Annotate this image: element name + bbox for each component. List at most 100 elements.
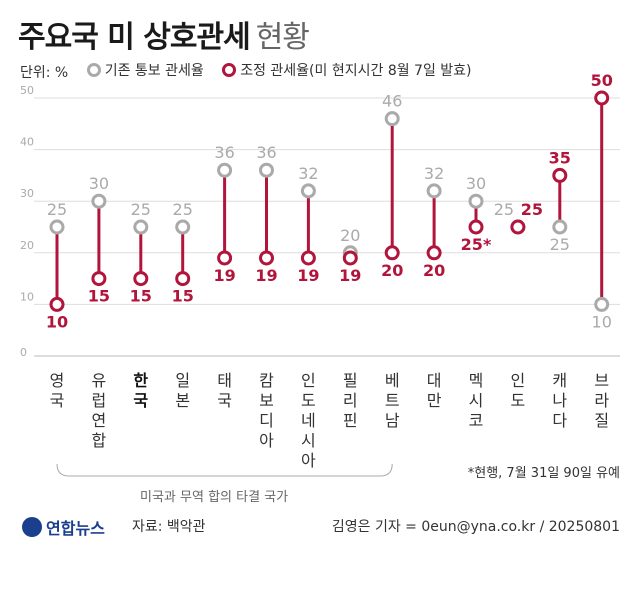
group-label: 미국과 무역 합의 타결 국가 bbox=[140, 490, 289, 505]
point-adjusted-6 bbox=[300, 250, 316, 266]
label-existing-3: 25 bbox=[173, 200, 193, 219]
legend-existing-label: 기존 통보 관세율 bbox=[104, 63, 204, 79]
point-existing-13 bbox=[594, 296, 610, 312]
label-adjusted-10: 25* bbox=[461, 235, 492, 254]
category-label-11-1: 도 bbox=[511, 391, 526, 410]
category-label-12-1: 나 bbox=[552, 391, 567, 410]
point-existing-9 bbox=[426, 183, 442, 199]
legend-existing: 기존 통보 관세율 bbox=[86, 60, 204, 80]
point-adjusted-4 bbox=[217, 250, 233, 266]
point-existing-3 bbox=[175, 219, 191, 235]
category-label-13-0: 브 bbox=[594, 371, 609, 390]
y-tick-label-0: 0 bbox=[20, 346, 27, 359]
category-label-7-0: 필 bbox=[343, 371, 358, 390]
point-existing-10 bbox=[468, 193, 484, 209]
label-existing-11: 25 bbox=[494, 200, 514, 219]
point-existing-2 bbox=[133, 219, 149, 235]
label-existing-8: 46 bbox=[382, 92, 402, 111]
category-label-2-0: 한 bbox=[133, 371, 148, 390]
point-existing-4 bbox=[217, 162, 233, 178]
point-adjusted-5 bbox=[259, 250, 274, 266]
category-label-9-0: 대 bbox=[427, 371, 442, 390]
label-existing-7: 20 bbox=[340, 226, 360, 245]
category-label-6-1: 도 bbox=[301, 391, 316, 410]
label-adjusted-6: 19 bbox=[297, 266, 319, 285]
label-existing-6: 32 bbox=[298, 164, 318, 183]
category-label-12-2: 다 bbox=[552, 411, 567, 430]
point-adjusted-12 bbox=[552, 167, 568, 183]
point-adjusted-1 bbox=[91, 271, 107, 287]
point-adjusted-11 bbox=[510, 219, 526, 235]
label-adjusted-7: 19 bbox=[339, 266, 361, 285]
y-tick-label-30: 30 bbox=[20, 187, 34, 200]
legend-existing-marker bbox=[86, 63, 101, 77]
y-tick-label-40: 40 bbox=[20, 136, 34, 149]
unit-label: 단위: % bbox=[20, 65, 69, 81]
legend-adjusted: 조정 관세율(미 현지시간 8월 7일 발효) bbox=[222, 60, 472, 80]
category-label-11-0: 인 bbox=[511, 371, 526, 390]
point-adjusted-10 bbox=[468, 219, 484, 235]
label-existing-2: 25 bbox=[131, 200, 151, 219]
y-tick-label-10: 10 bbox=[20, 290, 34, 303]
point-adjusted-2 bbox=[133, 271, 149, 287]
point-existing-12 bbox=[552, 219, 568, 235]
label-adjusted-1: 15 bbox=[88, 287, 110, 306]
category-label-6-0: 인 bbox=[301, 371, 316, 390]
category-label-9-1: 만 bbox=[427, 391, 442, 410]
label-adjusted-3: 15 bbox=[172, 287, 194, 306]
category-label-1-0: 유 bbox=[92, 371, 107, 390]
label-existing-10: 30 bbox=[466, 174, 486, 193]
label-adjusted-0: 10 bbox=[46, 312, 68, 331]
category-label-6-3: 시 bbox=[301, 431, 316, 450]
category-label-2-1: 국 bbox=[133, 391, 148, 410]
label-existing-1: 30 bbox=[89, 174, 109, 193]
logo: 연합뉴스 bbox=[22, 515, 105, 539]
point-adjusted-3 bbox=[175, 271, 191, 287]
group-bracket bbox=[56, 463, 393, 477]
category-label-1-3: 합 bbox=[92, 431, 107, 450]
point-adjusted-9 bbox=[426, 245, 442, 261]
category-label-0-0: 영 bbox=[50, 371, 65, 390]
legend-adjusted-marker bbox=[222, 63, 237, 77]
category-label-1-1: 럽 bbox=[92, 391, 107, 410]
category-label-10-1: 시 bbox=[469, 391, 484, 410]
category-label-10-0: 멕 bbox=[469, 371, 484, 390]
label-existing-12: 25 bbox=[550, 235, 570, 254]
point-existing-8 bbox=[384, 111, 400, 127]
legend: 단위: % 기존 통보 관세율 조정 관세율(미 현지시간 8월 7일 발효) bbox=[20, 60, 486, 82]
title-sub: 현황 bbox=[255, 20, 310, 55]
label-adjusted-11: 25 bbox=[521, 200, 543, 219]
point-adjusted-8 bbox=[384, 245, 400, 261]
point-existing-6 bbox=[300, 183, 316, 199]
category-label-8-1: 트 bbox=[385, 391, 400, 410]
category-label-7-1: 리 bbox=[343, 391, 358, 410]
category-label-3-0: 일 bbox=[175, 371, 190, 390]
source: 자료: 백악관 bbox=[132, 519, 206, 535]
point-adjusted-0 bbox=[49, 296, 65, 312]
category-label-0-1: 국 bbox=[50, 391, 65, 410]
label-adjusted-4: 19 bbox=[213, 266, 235, 285]
point-existing-1 bbox=[91, 193, 107, 209]
category-label-5-1: 보 bbox=[259, 391, 274, 410]
category-label-13-2: 질 bbox=[594, 411, 609, 430]
label-existing-5: 36 bbox=[256, 143, 276, 162]
category-label-6-4: 아 bbox=[301, 451, 316, 470]
legend-adjusted-label: 조정 관세율(미 현지시간 8월 7일 발효) bbox=[240, 63, 472, 79]
chart-title: 주요국 미 상호관세 현황 bbox=[18, 12, 310, 56]
point-adjusted-7 bbox=[342, 250, 358, 266]
point-existing-0 bbox=[49, 219, 65, 235]
category-label-4-0: 태 bbox=[217, 371, 232, 390]
category-label-8-0: 베 bbox=[385, 371, 400, 390]
point-existing-5 bbox=[259, 162, 274, 178]
logo-text: 연합뉴스 bbox=[46, 519, 105, 538]
category-label-8-2: 남 bbox=[385, 411, 400, 430]
label-existing-9: 32 bbox=[424, 164, 444, 183]
category-label-12-0: 캐 bbox=[552, 371, 567, 390]
label-existing-0: 25 bbox=[47, 200, 67, 219]
logo-icon bbox=[22, 517, 42, 537]
category-label-6-2: 네 bbox=[301, 411, 316, 430]
label-adjusted-12: 35 bbox=[549, 148, 571, 167]
label-adjusted-9: 20 bbox=[423, 261, 445, 280]
label-adjusted-2: 15 bbox=[130, 287, 152, 306]
